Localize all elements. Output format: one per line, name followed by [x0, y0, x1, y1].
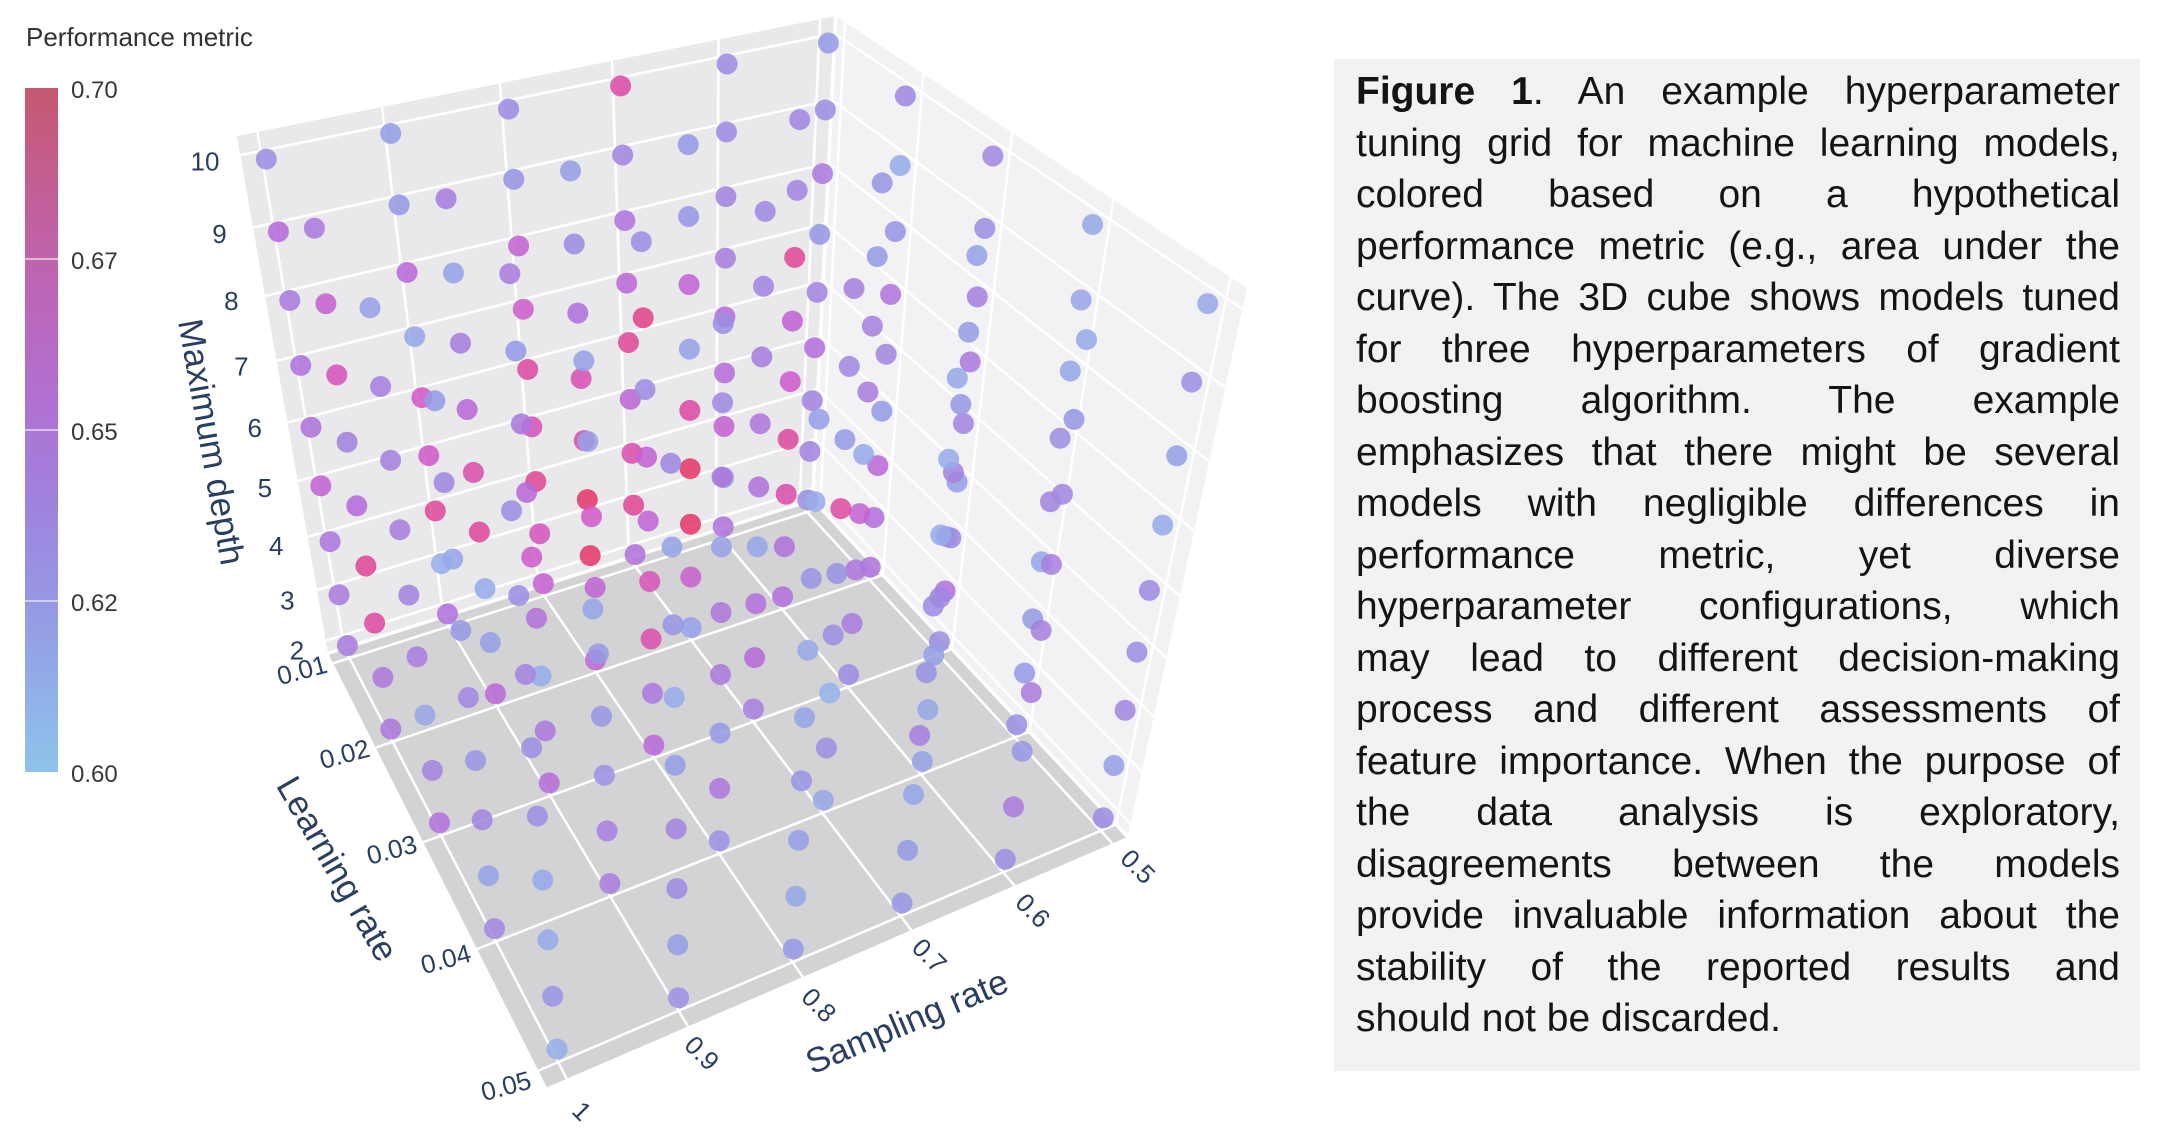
svg-text:0.8: 0.8	[796, 982, 843, 1029]
svg-text:0.5: 0.5	[1115, 843, 1162, 890]
svg-text:8: 8	[224, 286, 238, 316]
svg-text:0.02: 0.02	[316, 733, 373, 775]
svg-text:Sampling rate: Sampling rate	[800, 962, 1014, 1082]
svg-text:5: 5	[258, 473, 272, 503]
svg-text:0.9: 0.9	[679, 1030, 726, 1077]
svg-text:1: 1	[566, 1095, 597, 1126]
svg-text:0.7: 0.7	[906, 932, 953, 979]
svg-text:0.01: 0.01	[274, 649, 331, 691]
svg-text:9: 9	[212, 219, 226, 249]
svg-text:3: 3	[280, 585, 294, 615]
svg-text:0.04: 0.04	[417, 938, 474, 980]
svg-text:2: 2	[290, 635, 304, 665]
svg-text:10: 10	[191, 147, 220, 177]
svg-text:0.6: 0.6	[1010, 887, 1057, 934]
svg-text:0.03: 0.03	[363, 829, 420, 871]
svg-text:Learning rate: Learning rate	[269, 770, 406, 968]
svg-text:4: 4	[269, 531, 283, 561]
svg-text:0.05: 0.05	[478, 1065, 535, 1107]
svg-text:6: 6	[247, 413, 261, 443]
svg-text:7: 7	[234, 352, 248, 382]
